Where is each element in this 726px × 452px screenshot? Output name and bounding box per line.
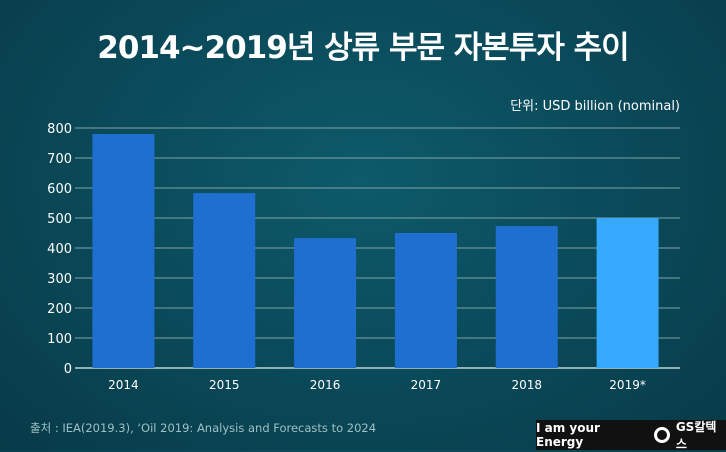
- bar: [394, 233, 457, 368]
- y-tick-label: 400: [47, 242, 72, 257]
- source-note: 출처 : IEA(2019.3), ‘Oil 2019: Analysis an…: [30, 421, 377, 435]
- bar: [596, 218, 659, 368]
- tagline: I am your Energy: [536, 421, 600, 449]
- gs-logo-icon: [654, 427, 670, 443]
- y-tick-label: 500: [47, 212, 72, 227]
- y-tick-label: 700: [47, 152, 72, 167]
- x-tick-label: 2018: [511, 378, 542, 392]
- x-tick-label: 2019*: [609, 378, 646, 392]
- brand-badge: I am your Energy GS칼텍스: [536, 420, 726, 451]
- y-tick-label: 0: [64, 362, 72, 377]
- x-tick-label: 2014: [108, 378, 139, 392]
- y-tick-label: 300: [47, 272, 72, 287]
- bar: [193, 193, 256, 368]
- y-tick-label: 200: [47, 302, 72, 317]
- unit-label: 단위: USD billion (nominal): [510, 99, 680, 114]
- bar: [495, 226, 558, 368]
- y-tick-label: 100: [47, 332, 72, 347]
- x-tick-label: 2017: [411, 378, 442, 392]
- x-tick-label: 2016: [310, 378, 341, 392]
- y-tick-label: 800: [47, 122, 72, 137]
- chart-title: 2014~2019년 상류 부문 자본투자 추이: [97, 30, 629, 66]
- brand-name: GS칼텍스: [675, 420, 717, 451]
- bar: [294, 238, 357, 368]
- bar: [92, 134, 155, 368]
- y-tick-label: 600: [47, 182, 72, 197]
- x-tick-label: 2015: [209, 378, 240, 392]
